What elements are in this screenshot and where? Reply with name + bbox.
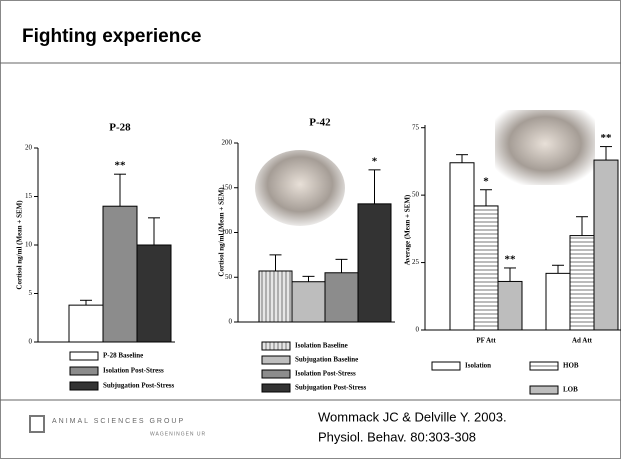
- y-tick-label: 15: [25, 192, 33, 200]
- legend-label: P-28 Baseline: [103, 352, 143, 360]
- legend-label: LOB: [563, 386, 578, 394]
- slide-title: Fighting experience: [22, 26, 201, 47]
- bar: [570, 236, 594, 330]
- legend-swatch: [262, 384, 290, 392]
- bar: [292, 282, 325, 322]
- legend-label: HOB: [563, 362, 579, 370]
- bar: [137, 245, 171, 342]
- y-tick-label: 200: [222, 139, 233, 147]
- bar: [103, 206, 137, 342]
- logo-name: ANIMAL SCIENCES GROUP: [52, 418, 185, 425]
- bar: [546, 273, 570, 330]
- y-axis-label: Average (Mean + SEM): [404, 194, 412, 265]
- x-tick-label: PF Att: [476, 337, 496, 345]
- chart-title: P-42: [309, 117, 331, 129]
- legend-swatch: [70, 382, 98, 390]
- citation: Wommack JC & Delville Y. 2003.: [318, 409, 507, 424]
- y-tick-label: 50: [225, 273, 233, 281]
- legend-label: Isolation Post-Stress: [103, 367, 164, 375]
- legend-swatch: [262, 370, 290, 378]
- annotation: *: [483, 175, 489, 187]
- slide: Fighting experience ANIMAL SCIENCES GROU…: [0, 0, 621, 459]
- legend-label: Isolation Post-Stress: [295, 370, 356, 378]
- y-tick-label: 100: [222, 228, 233, 236]
- legend-swatch: [262, 342, 290, 350]
- annotation: **: [505, 253, 517, 265]
- legend-label: Subjugation Post-Stress: [103, 382, 175, 390]
- legend-label: Subjugation Post-Stress: [295, 384, 367, 392]
- y-axis-label: Cortisol ng/ml (Mean + SEM): [16, 200, 24, 290]
- citation: Physiol. Behav. 80:303-308: [318, 429, 476, 444]
- legend-swatch: [70, 367, 98, 375]
- bar: [259, 271, 292, 322]
- y-tick-label: 25: [412, 258, 420, 266]
- legend-label: Isolation: [465, 362, 491, 370]
- y-tick-label: 75: [412, 123, 420, 131]
- legend-swatch: [530, 386, 558, 394]
- bar: [69, 305, 103, 342]
- y-tick-label: 50: [412, 191, 420, 199]
- bar: [474, 206, 498, 330]
- legend-swatch: [262, 356, 290, 364]
- legend-swatch: [70, 352, 98, 360]
- y-tick-label: 20: [25, 144, 33, 152]
- legend-swatch: [432, 362, 460, 370]
- legend-label: Isolation Baseline: [295, 342, 348, 350]
- legend-label: Subjugation Baseline: [295, 356, 358, 364]
- hamster-photo: [495, 110, 595, 185]
- annotation: **: [601, 132, 613, 144]
- y-tick-label: 0: [229, 318, 233, 326]
- hamster-photo: [255, 150, 345, 226]
- x-tick-label: Ad Att: [572, 337, 593, 345]
- bar: [594, 160, 618, 330]
- bar: [358, 204, 391, 322]
- y-tick-label: 150: [222, 183, 233, 191]
- annotation: *: [372, 155, 378, 167]
- y-tick-label: 0: [416, 326, 420, 334]
- y-tick-label: 0: [29, 338, 33, 346]
- bar: [450, 163, 474, 330]
- y-tick-label: 10: [25, 241, 33, 249]
- annotation: **: [115, 160, 127, 172]
- legend-swatch: [530, 362, 558, 370]
- chart-title: P-28: [109, 122, 131, 134]
- bar: [325, 273, 358, 322]
- bar: [498, 281, 522, 330]
- logo-sub: WAGENINGEN UR: [150, 431, 206, 437]
- y-tick-label: 5: [29, 289, 33, 297]
